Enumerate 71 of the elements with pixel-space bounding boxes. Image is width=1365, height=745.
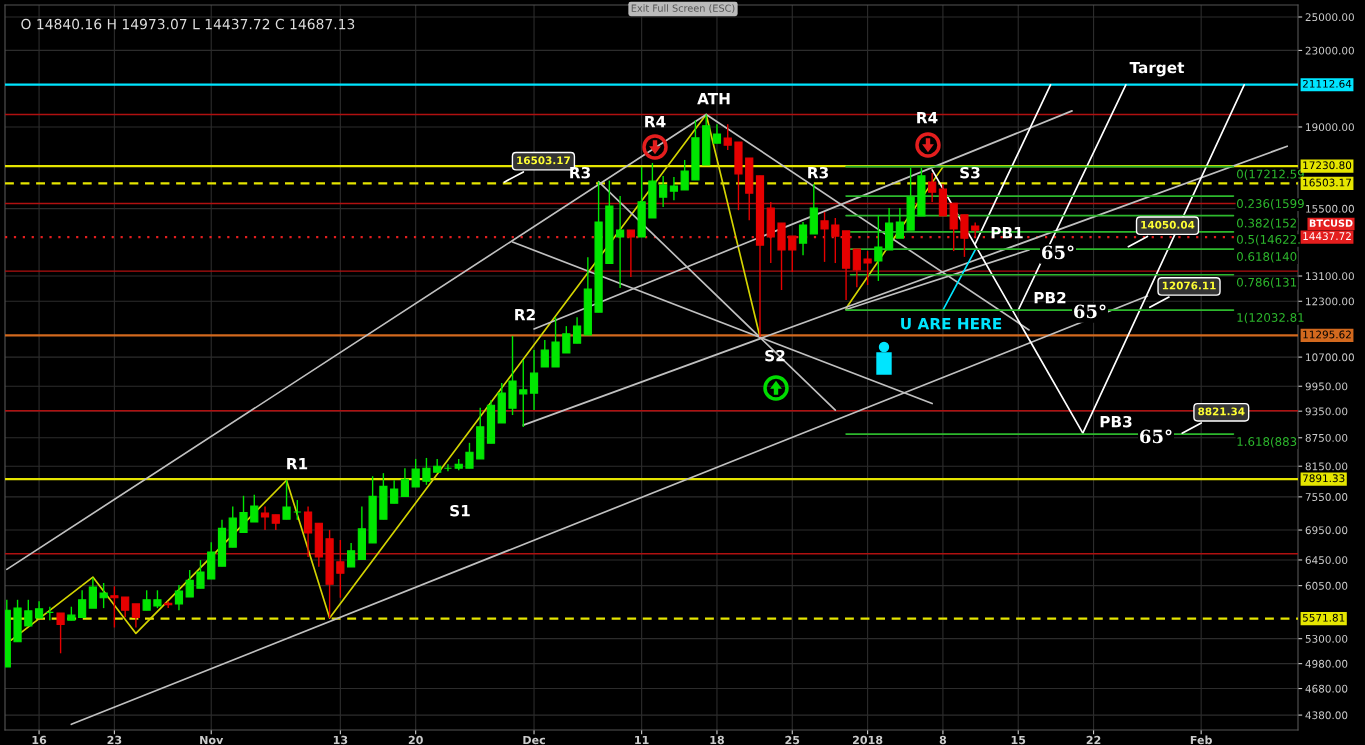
x-tick-label: 22 [1086, 735, 1101, 744]
x-tick-label: 11 [635, 735, 649, 744]
x-tick-label: Dec [523, 735, 545, 745]
annotation: Target [1129, 61, 1185, 77]
y-tick-label: 25000.00 [1305, 13, 1354, 22]
annotation: 65° [1042, 245, 1074, 260]
y-tick-label: 7550.00 [1305, 493, 1348, 501]
y-tick-label: 4980.00 [1305, 659, 1348, 668]
x-tick-label: 2018 [853, 735, 883, 745]
y-tick-label: 13100.00 [1306, 272, 1354, 281]
annotation: R3 [808, 166, 828, 179]
x-tick-label: 18 [710, 735, 724, 745]
x-tick-label: 16 [32, 735, 47, 745]
ref-line-label: 21112.64 [1302, 79, 1352, 88]
y-tick-label: 15500.00 [1306, 204, 1354, 213]
y-tick-label: 8750.00 [1305, 433, 1348, 442]
y-tick-label: 4380.00 [1305, 711, 1348, 720]
ref-line-label: 5571.81 [1302, 613, 1345, 622]
y-tick-label: 6450.00 [1305, 556, 1348, 565]
y-tick-label: 9350.00 [1305, 407, 1348, 416]
series-label: 0.5(14622. [1237, 234, 1300, 246]
series-label: 0.618(140 [1237, 251, 1297, 263]
x-tick-label: 8 [939, 735, 947, 745]
series-label: 0(17212.59 [1237, 169, 1304, 180]
series-label: 1(12032.81 [1237, 312, 1304, 324]
ref-line-label: 16503.17 [1303, 178, 1351, 187]
series-label: 0.382(152 [1237, 218, 1296, 229]
series-label: 0.786(131 [1237, 277, 1297, 289]
annotation: PB2 [1034, 291, 1066, 304]
ref-line-label: 17230.80 [1303, 161, 1352, 170]
annotation: ATH [697, 93, 730, 105]
ref-line-label: 7891.33 [1303, 474, 1345, 483]
x-tick-label: 23 [107, 735, 122, 745]
annotation: 16503.17 [517, 156, 570, 165]
annotation: 8821.34 [1198, 407, 1245, 416]
ref-line-label: 14437.72 [1303, 232, 1351, 241]
annotation: U ARE HERE [901, 318, 1002, 330]
ref-line-label: 11295.62 [1303, 330, 1351, 339]
annotation: S1 [450, 504, 470, 517]
x-tick-label: Nov [200, 735, 224, 745]
annotation: R4 [645, 116, 666, 128]
annotation: R3 [570, 166, 590, 179]
text: BTCUSD [1309, 219, 1353, 227]
y-tick-label: 23000.00 [1305, 46, 1354, 55]
y-tick-label: 10700.00 [1306, 353, 1354, 362]
annotation: R4 [917, 112, 938, 124]
text: O 14840.16 H 14973.07 L 14437.72 C 14687.13 [21, 18, 355, 30]
x-tick-label: 13 [333, 735, 348, 745]
annotation: 65° [1074, 304, 1106, 319]
series-label: 0.236(1599 [1237, 198, 1304, 210]
y-tick-label: 8150.00 [1305, 462, 1348, 471]
annotation: Exit Full Screen (ESC) [631, 4, 735, 13]
y-tick-label: 9950.00 [1305, 382, 1348, 391]
x-tick-label: 20 [408, 735, 423, 745]
annotation: 12076.11 [1162, 281, 1216, 290]
y-tick-label: 12300.00 [1306, 297, 1354, 306]
annotation: PB3 [1100, 415, 1132, 428]
annotation: 65° [1140, 429, 1172, 444]
y-tick-label: 5300.00 [1305, 634, 1348, 643]
annotation: R1 [287, 458, 308, 470]
x-tick-label: Feb [1190, 735, 1212, 745]
y-tick-label: 6950.00 [1305, 526, 1348, 535]
series-label: 1.618(883 [1237, 436, 1297, 448]
y-tick-label: 6050.00 [1305, 581, 1348, 590]
annotation: R2 [515, 308, 535, 321]
y-tick-label: 4680.00 [1305, 684, 1348, 693]
annotation: 14050.04 [1141, 220, 1195, 229]
x-tick-label: 25 [785, 735, 800, 745]
x-tick-label: 15 [1011, 735, 1026, 745]
y-tick-label: 19000.00 [1306, 123, 1354, 132]
annotation: S3 [960, 166, 980, 179]
